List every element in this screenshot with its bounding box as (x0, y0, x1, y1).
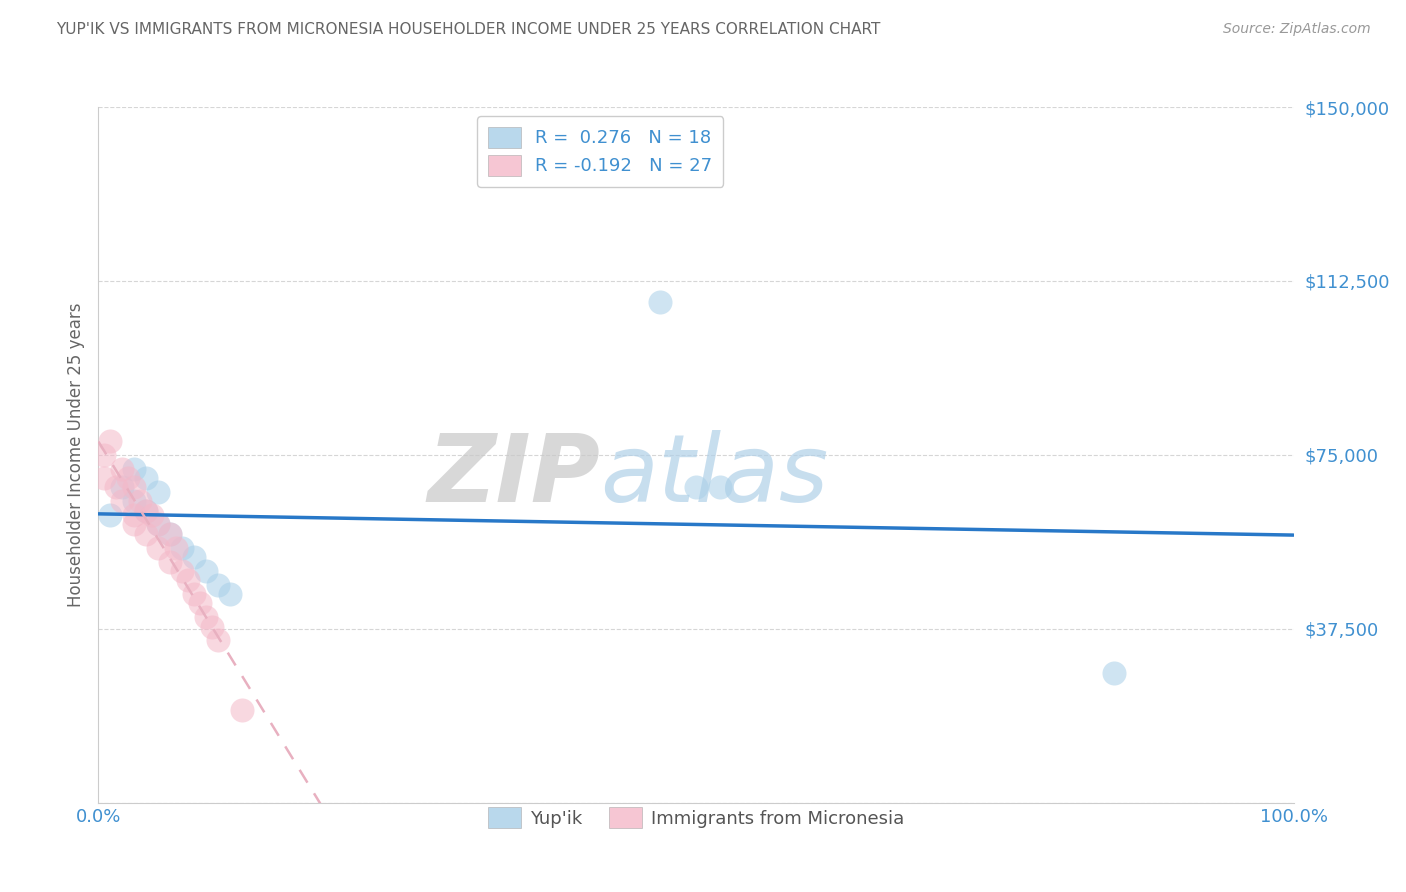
Point (148, 541, 170, 555)
Point (183, 549, 205, 564)
Point (93, 448, 115, 462)
Point (709, 480, 731, 494)
Point (188, 596, 211, 610)
Text: YUP'IK VS IMMIGRANTS FROM MICRONESIA HOUSEHOLDER INCOME UNDER 25 YEARS CORRELATI: YUP'IK VS IMMIGRANTS FROM MICRONESIA HOU… (56, 22, 880, 37)
Point (148, 485, 170, 500)
Point (159, 526, 181, 541)
Point (135, 526, 157, 541)
Point (111, 462, 134, 476)
Point (135, 503, 157, 517)
Point (148, 517, 170, 532)
Point (124, 508, 146, 523)
Legend: Yup'ik, Immigrants from Micronesia: Yup'ik, Immigrants from Micronesia (481, 800, 911, 836)
Point (201, 619, 224, 633)
Point (207, 578, 229, 592)
Point (98, 434, 122, 448)
Point (141, 508, 163, 523)
Point (159, 526, 181, 541)
Point (177, 573, 200, 587)
Point (195, 610, 218, 624)
Point (648, 294, 672, 309)
Point (219, 587, 242, 601)
Point (165, 541, 187, 555)
Point (195, 564, 218, 578)
Point (105, 480, 128, 494)
Point (685, 480, 707, 494)
Point (1104, 665, 1126, 680)
Text: ZIP: ZIP (427, 430, 600, 522)
Point (93, 471, 115, 485)
Point (172, 564, 194, 578)
Point (129, 494, 152, 508)
Point (172, 541, 194, 555)
Point (231, 703, 253, 717)
Point (159, 555, 181, 569)
Point (183, 587, 205, 601)
Text: atlas: atlas (600, 430, 828, 521)
Point (124, 517, 146, 532)
Point (148, 517, 170, 532)
Point (124, 462, 146, 476)
Y-axis label: Householder Income Under 25 years: Householder Income Under 25 years (66, 302, 84, 607)
Point (98, 508, 122, 523)
Point (135, 471, 157, 485)
Point (207, 633, 229, 648)
Point (111, 480, 134, 494)
Point (117, 471, 139, 485)
Point (124, 494, 146, 508)
Point (135, 503, 157, 517)
Text: Source: ZipAtlas.com: Source: ZipAtlas.com (1223, 22, 1371, 37)
Point (124, 480, 146, 494)
Point (111, 494, 134, 508)
